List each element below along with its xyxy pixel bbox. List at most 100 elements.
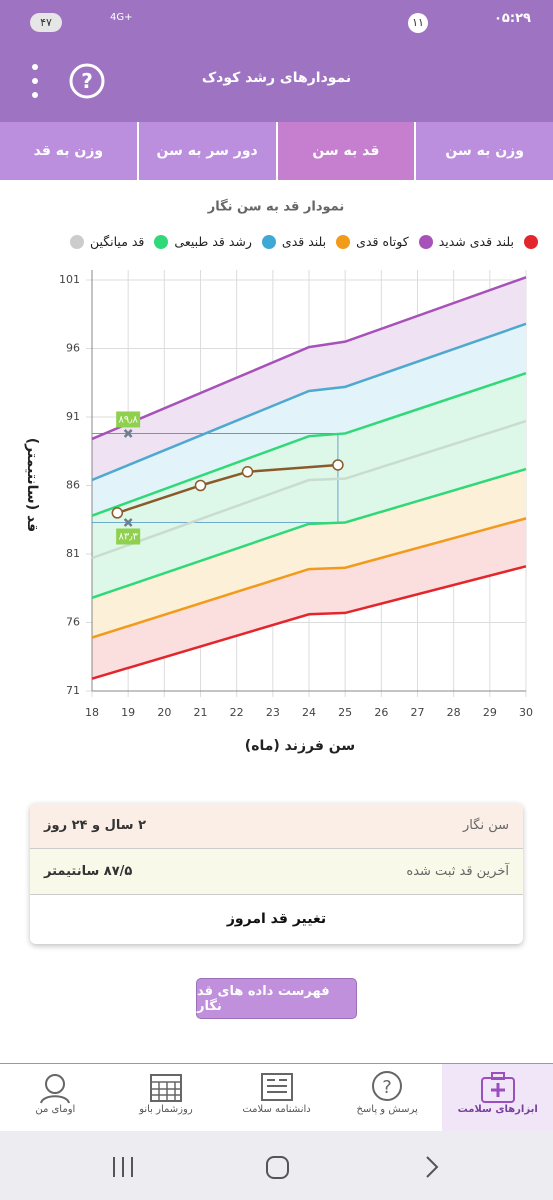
legend-item: بلند قدی شدید <box>418 234 514 249</box>
notification-badge: ۱۱ <box>408 13 428 33</box>
data-point <box>111 507 124 519</box>
app-bar: نمودارهای رشد کودک ? <box>0 40 553 122</box>
status-bar: ۰۵:۲۹ ۱۱ ۴۷ 4G+ <box>0 0 553 40</box>
chart-title: نمودار قد به سن نگار <box>207 199 345 215</box>
svg-text:?: ? <box>382 1077 392 1098</box>
nav-icon: ? <box>372 1071 403 1101</box>
series-line <box>91 565 527 680</box>
x-tick-label: 23 <box>266 706 280 719</box>
bands <box>92 277 526 679</box>
y-axis-label: قد (سانتیمتر) <box>24 438 40 532</box>
nav-label: ابزارهای سلامت <box>457 1104 538 1115</box>
band <box>92 373 526 559</box>
x-tick-label: 30 <box>519 706 533 719</box>
legend-label: بلند قدی شدید <box>438 234 514 249</box>
legend-item: بلند قدی <box>261 234 326 249</box>
x-tick-label: 28 <box>447 706 461 719</box>
y-tick-label: 101 <box>59 273 80 286</box>
band <box>92 323 526 516</box>
series-line <box>116 463 339 515</box>
bottom-nav: ابزارهای سلامت ? پرسش و پاسخ دانشنامه سل… <box>0 1063 553 1131</box>
change-height-button[interactable]: تغییر قد امروز <box>226 911 327 927</box>
band <box>92 469 526 638</box>
range-label: ۸۳٫۳ <box>118 531 138 542</box>
nav-item[interactable]: ? پرسش و پاسخ <box>332 1064 443 1131</box>
nav-icon <box>480 1072 515 1103</box>
legend-swatch <box>69 234 84 249</box>
info-row: آخرین قد ثبت شده ۸۷/۵ سانتیمتر <box>30 849 523 895</box>
data-list-button[interactable]: فهرست داده های قد نگار <box>196 978 357 1019</box>
x-tick-label: 18 <box>85 706 99 719</box>
y-tick-label: 71 <box>66 684 80 697</box>
data-point <box>194 479 207 492</box>
legend-swatch <box>336 234 351 249</box>
legend: بلند قدی شدید کوتاه قدی بلند قدی رشد قد طبی… <box>8 234 538 249</box>
nav-label: اومای من <box>35 1104 76 1115</box>
clock: ۰۵:۲۹ <box>494 11 531 26</box>
x-tick-label: 29 <box>483 706 497 719</box>
system-nav <box>0 1131 553 1200</box>
y-tick-label: 96 <box>66 342 80 355</box>
series-line <box>91 322 527 482</box>
range-label: ۸۹٫۸ <box>118 414 138 425</box>
range-label-box <box>116 528 141 545</box>
nav-label: روزشمار بانو <box>139 1104 193 1115</box>
legend-item: قد میانگین <box>69 234 145 249</box>
legend-swatch <box>524 234 538 249</box>
nav-item[interactable]: دانشنامه سلامت <box>221 1064 332 1131</box>
battery: ۴۷ <box>30 13 62 32</box>
range-marker <box>123 518 133 527</box>
legend-label: کوتاه قدی <box>356 234 409 249</box>
y-tick-label: 86 <box>66 479 80 492</box>
series-line <box>91 467 527 600</box>
nav-item[interactable]: روزشمار بانو <box>111 1064 222 1131</box>
tab-bar: وزن به سن قد به سن دور سر به سن وزن به ق… <box>0 122 553 180</box>
legend-swatch <box>418 234 433 249</box>
x-tick-label: 20 <box>157 706 171 719</box>
x-tick-label: 25 <box>338 706 352 719</box>
info-label: سن نگار <box>463 818 509 833</box>
tab-active[interactable]: قد به سن <box>275 122 415 180</box>
band <box>92 421 526 598</box>
x-tick-label: 21 <box>194 706 208 719</box>
band <box>92 277 526 481</box>
x-tick-label: 22 <box>230 706 244 719</box>
legend-item: رشد قد طبیعی <box>154 234 252 249</box>
y-tick-label: 76 <box>66 616 80 629</box>
range-marker <box>123 429 133 438</box>
x-tick-label: 19 <box>121 706 135 719</box>
legend-item <box>524 234 538 249</box>
nav-icon <box>40 1074 71 1104</box>
nav-label: دانشنامه سلامت <box>242 1104 311 1115</box>
info-value: ۸۷/۵ سانتیمتر <box>44 864 133 879</box>
series-line <box>91 371 527 517</box>
nav-item[interactable]: اومای من <box>0 1064 111 1131</box>
x-tick-label: 24 <box>302 706 316 719</box>
nav-icon <box>149 1074 182 1102</box>
legend-item: کوتاه قدی <box>336 234 409 249</box>
info-card: سن نگار ۲ سال و ۲۴ روز آخرین قد ثبت شده … <box>30 803 523 944</box>
tab[interactable]: وزن به سن <box>414 122 553 180</box>
range-label-box <box>116 411 141 428</box>
nav-icon <box>260 1073 293 1101</box>
series-line <box>91 419 527 560</box>
legend-swatch <box>154 234 169 249</box>
tab[interactable]: وزن به قد <box>33 143 104 159</box>
nav-label: پرسش و پاسخ <box>356 1104 418 1115</box>
chart: نمودار قد به سن نگار سن فرزند (ماه) قد (… <box>24 199 533 755</box>
x-tick-label: 27 <box>411 706 425 719</box>
nav-item[interactable]: ابزارهای سلامت <box>442 1064 553 1131</box>
y-tick-label: 81 <box>66 547 80 560</box>
band <box>92 518 526 679</box>
header-icons[interactable]: ? <box>25 62 125 102</box>
x-axis-label: سن فرزند (ماه) <box>245 738 355 754</box>
legend-label: قد میانگین <box>89 234 145 249</box>
app-title: نمودارهای رشد کودک <box>201 70 352 86</box>
svg-text:?: ? <box>81 69 93 93</box>
info-value: ۲ سال و ۲۴ روز <box>44 818 146 833</box>
tab[interactable]: دور سر به سن <box>136 122 276 180</box>
series-line <box>91 517 527 639</box>
network: 4G+ <box>110 12 133 23</box>
x-tick-label: 26 <box>374 706 388 719</box>
